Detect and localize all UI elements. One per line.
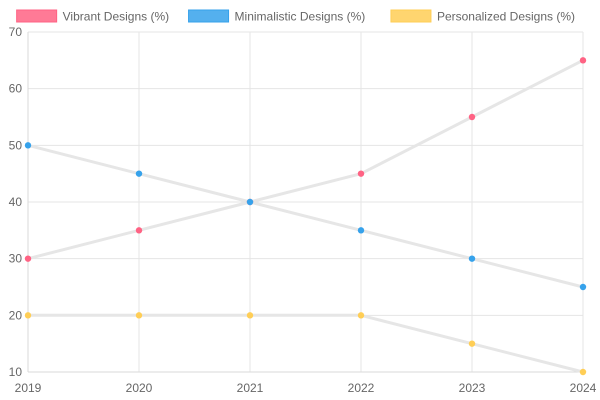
data-point-series-0[interactable] [468,113,476,121]
legend-item[interactable]: Vibrant Designs (%) [16,9,170,24]
data-point-series-0[interactable] [24,255,32,262]
x-tick-label: 2023 [459,381,486,395]
y-tick-label: 30 [9,252,23,266]
x-tick-label: 2020 [126,381,153,395]
legend-label: Personalized Designs (%) [437,10,575,24]
data-point-series-0[interactable] [357,170,365,177]
grid [27,31,584,373]
data-point-series-1[interactable] [579,283,587,291]
legend-swatch [390,9,432,23]
x-tick-label: 2022 [348,381,375,395]
legend-label: Minimalistic Designs (%) [235,10,366,24]
data-point-series-1[interactable] [24,142,32,149]
data-point-series-2[interactable] [246,312,254,319]
x-tick-label: 2021 [237,381,264,395]
legend-swatch [16,9,58,23]
x-tick-label: 2019 [15,381,42,395]
y-tick-label: 40 [9,195,23,209]
legend: Vibrant Designs (%) Minimalistic Designs … [16,9,575,24]
data-point-series-1[interactable] [357,227,365,234]
data-point-series-2[interactable] [24,312,32,319]
series-line-0 [27,58,584,261]
data-point-series-1[interactable] [135,170,143,177]
data-point-series-2[interactable] [468,340,476,347]
series-points [24,57,587,376]
y-tick-label: 70 [9,25,23,39]
data-point-series-0[interactable] [579,57,587,64]
data-point-series-2[interactable] [135,312,143,319]
legend-swatch [188,9,230,23]
x-tick-label: 2024 [570,381,597,395]
series-line-1 [27,143,584,289]
data-point-series-2[interactable] [357,312,365,319]
axes: 10 20 30 40 50 60 70 2019 2020 2021 2022 2023 2024 [9,25,597,395]
legend-item[interactable]: Minimalistic Designs (%) [188,9,366,24]
data-point-series-1[interactable] [246,198,254,206]
series-line-2 [28,313,584,374]
legend-item[interactable]: Personalized Designs (%) [390,9,575,24]
data-point-series-2[interactable] [579,368,587,376]
data-point-series-0[interactable] [135,227,143,234]
y-tick-label: 60 [9,82,23,96]
y-tick-label: 20 [9,308,23,322]
y-tick-label: 10 [9,365,23,379]
data-point-series-1[interactable] [468,255,476,262]
y-tick-label: 50 [9,138,23,152]
legend-label: Vibrant Designs (%) [63,10,169,24]
series-lines [27,58,584,374]
